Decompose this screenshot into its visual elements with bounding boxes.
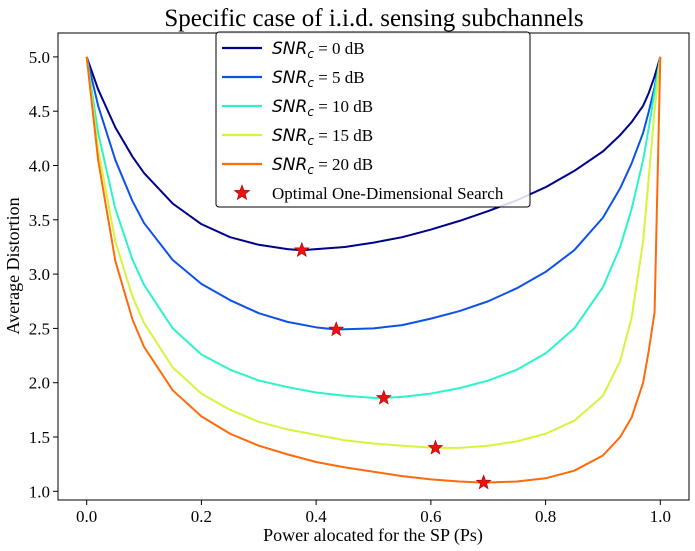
legend-label-0: SNRc = 0 dB	[272, 39, 365, 61]
y-tick-label-0: 1.0	[29, 482, 50, 501]
y-axis-ticks: 1.0 1.5 2.0 2.5 3.0 3.5 4.0 4.5 5.0	[29, 48, 58, 501]
y-axis-label: Average Distortion	[3, 197, 23, 334]
series-line-4	[85, 56, 662, 484]
x-tick-label-4: 0.8	[535, 507, 556, 526]
x-tick-label-5: 1.0	[650, 507, 671, 526]
series-line-3	[85, 56, 662, 449]
optimal-point-1	[328, 321, 345, 337]
y-tick-label-8: 5.0	[29, 48, 50, 67]
optimal-markers	[293, 241, 492, 490]
y-tick-label-6: 4.0	[29, 156, 50, 175]
y-tick-label-1: 1.5	[29, 428, 50, 447]
x-tick-label-3: 0.6	[420, 507, 441, 526]
x-tick-label-1: 0.2	[191, 507, 212, 526]
legend: SNRc = 0 dB SNRc = 5 dB SNRc = 10 dB SNRc =…	[215, 31, 531, 208]
y-tick-label-3: 2.5	[29, 319, 50, 338]
series-line-2	[85, 56, 662, 399]
series-line-0	[85, 56, 662, 252]
x-axis-label: Power alocated for the SP (Ps)	[263, 525, 483, 546]
legend-box	[215, 31, 531, 208]
y-tick-label-7: 4.5	[29, 102, 50, 121]
chart-title: Specific case of i.i.d. sensing subchann…	[164, 5, 583, 32]
optimal-point-3	[427, 439, 444, 455]
optimal-point-2	[375, 389, 392, 405]
y-tick-label-4: 3.0	[29, 265, 50, 284]
y-tick-label-2: 2.0	[29, 374, 50, 393]
series-line-1	[85, 56, 662, 331]
series-lines	[85, 56, 662, 484]
legend-label-4: SNRc = 20 dB	[272, 155, 373, 177]
legend-label-2: SNRc = 10 dB	[272, 97, 373, 119]
legend-label-3: SNRc = 15 dB	[272, 126, 373, 148]
x-axis-ticks: 0.0 0.2 0.4 0.6 0.8 1.0	[76, 500, 671, 526]
legend-label-optimal: Optimal One-Dimensional Search	[272, 184, 504, 203]
legend-label-1: SNRc = 5 dB	[272, 68, 365, 90]
optimal-point-4	[475, 474, 492, 490]
y-tick-label-5: 3.5	[29, 211, 50, 230]
x-tick-label-0: 0.0	[76, 507, 97, 526]
legend-swatch-optimal	[233, 184, 251, 201]
x-tick-label-2: 0.4	[306, 507, 328, 526]
optimal-point-0	[293, 241, 310, 257]
